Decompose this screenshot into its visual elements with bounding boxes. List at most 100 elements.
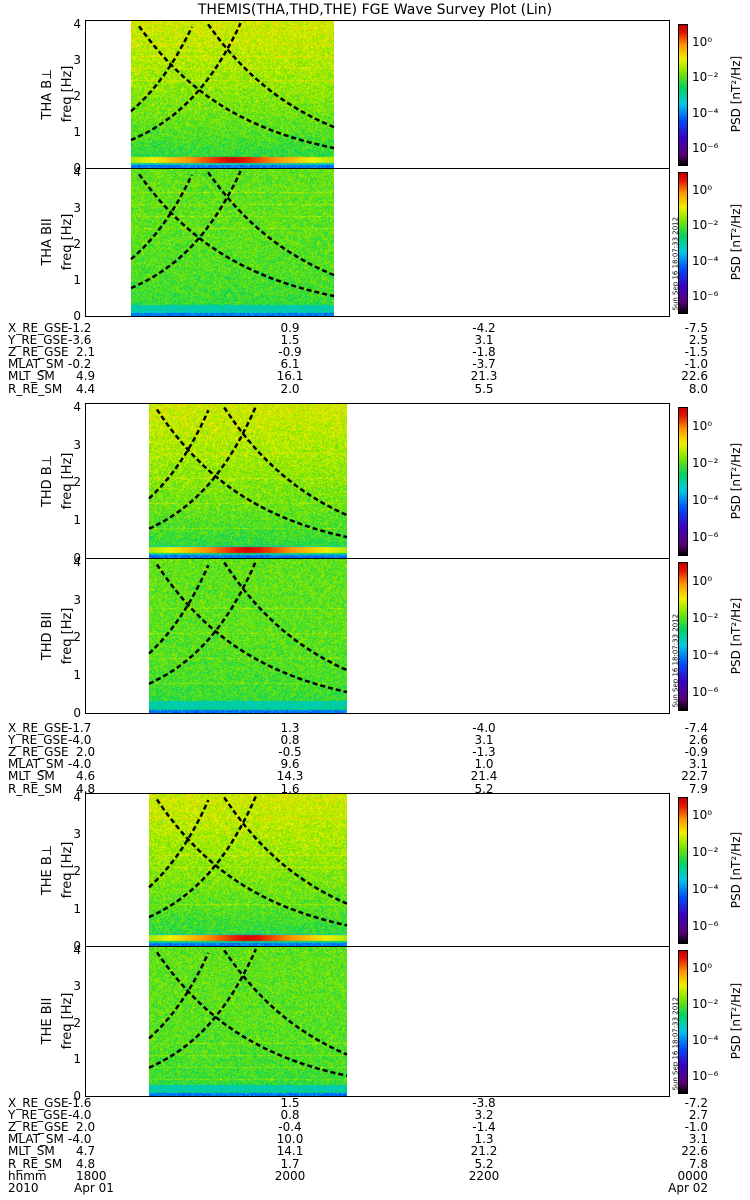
orbit-row-value: 1.5 (280, 333, 300, 348)
orbit-row-label: MLAT_SM (8, 357, 64, 372)
colorbar-tick-label: 10⁻⁴ (692, 881, 719, 896)
y-tick-label: 2 (73, 864, 81, 879)
orbit-row: MLAT_SM -4.0 9.6 1.0 3.1 (8, 758, 708, 770)
orbit-row-value: 1800 (76, 1168, 107, 1183)
orbit-row-label: Z_RE_GSE (8, 745, 69, 760)
orbit-row-value: 2.7 (688, 1108, 708, 1123)
y-tick-label: 0 (73, 1089, 81, 1103)
gyro-curve-fce-descending (138, 25, 335, 150)
orbit-row-value: -0.4 (278, 1120, 302, 1135)
spectrogram-panel-6 (85, 946, 670, 1097)
orbit-row-value: Apr 01 (74, 1180, 114, 1195)
orbit-row-value: 1.0 (474, 757, 494, 772)
gyrofrequency-curves (148, 405, 348, 539)
orbit-row-value: 3.1 (688, 757, 708, 772)
colorbar-tick-label: 10⁻⁶ (692, 685, 719, 700)
gyro-curve-harmonic-ascending (130, 174, 194, 261)
colorbar (678, 950, 688, 1094)
colorbar-title: PSD [nT²/Hz] (729, 203, 743, 281)
orbit-row: MLT_SM 4.6 14.3 21.4 22.7 (8, 770, 708, 782)
y-tick-label: 4 (73, 16, 81, 31)
orbit-row-value: 1.7 (280, 1156, 300, 1171)
plot-title: THEMIS(THA,THD,THE) FGE Wave Survey Plot… (197, 2, 553, 18)
orbit-row-value: 2200 (468, 1168, 500, 1183)
orbit-row-value: 3.1 (688, 1132, 708, 1147)
y-axis-label: freq [Hz] (60, 452, 75, 509)
spectrogram-image (149, 404, 347, 558)
orbit-row-label: MLT_SM (8, 369, 55, 384)
orbit-row-value: -1.2 (68, 321, 92, 335)
orbit-row-value: 7.8 (688, 1156, 708, 1171)
y-tick-label: 4 (73, 164, 81, 179)
colorbar (678, 562, 688, 711)
spectrogram-panel-5 (85, 793, 670, 947)
colorbar-title: PSD [nT²/Hz] (729, 442, 743, 519)
orbit-row-value: 4.8 (76, 781, 96, 796)
orbit-row-value: 3.1 (474, 733, 494, 748)
orbit-row-value: 14.1 (276, 1144, 304, 1159)
orbit-row-value: 4.8 (76, 1156, 96, 1171)
gyro-curve-fce-descending (155, 798, 348, 927)
colorbar-tick-label: 10⁻² (692, 455, 719, 470)
colorbar-tick-label: 10⁻⁶ (692, 141, 719, 156)
colorbar-tick-label: 10⁻⁶ (692, 918, 719, 933)
orbit-row-label: R_RE_SM (8, 381, 63, 396)
colorbar-title: PSD [nT²/Hz] (729, 982, 743, 1060)
orbit-row-value: -1.0 (684, 1120, 708, 1135)
orbit-row-value: -7.4 (684, 721, 708, 735)
orbit-row-value: -1.5 (684, 345, 708, 360)
colorbar-title: PSD [nT²/Hz] (729, 831, 743, 908)
y-tick-label: 4 (73, 554, 81, 569)
orbit-row-label: R_RE_SM (8, 1156, 63, 1171)
colorbar-tick-label: 10⁻² (692, 610, 719, 625)
y-axis-label: freq [Hz] (60, 992, 75, 1050)
orbit-row-value: 1.6 (280, 781, 300, 796)
spectrogram-panel-4 (85, 558, 670, 714)
gyro-curve-harmonic-ascending (148, 799, 210, 889)
y-tick-label: 1 (73, 668, 81, 683)
colorbar-tick-label: 10⁻² (692, 70, 719, 85)
timestamp-stamp: Sun Sep 16 18:07:33 2012 (671, 216, 680, 311)
colorbar (678, 407, 688, 556)
panel-label: THA BII (40, 218, 55, 266)
spectrogram-image (131, 21, 334, 168)
orbit-row-value: -4.2 (472, 321, 496, 335)
colorbar-tick-label: 10⁻⁴ (692, 1033, 719, 1047)
orbit-row-label: X_RE_GSE (8, 1096, 69, 1110)
orbit-row: 2010 Apr 01 Apr 02 (8, 1182, 708, 1194)
orbit-row-value: -1.7 (68, 721, 92, 735)
orbit-row-label: Z_RE_GSE (8, 1120, 69, 1135)
spectrogram-panel-3 (85, 403, 670, 559)
y-tick-label: 4 (73, 399, 81, 414)
orbit-row-value: -4.0 (68, 1132, 92, 1147)
colorbar-tick-label: 10⁻⁶ (692, 530, 719, 545)
colorbar-tick-label: 10⁰ (692, 418, 713, 433)
gyro-curve-fce-ascending (148, 948, 258, 1069)
orbit-row-value: -0.2 (68, 357, 92, 372)
orbit-row-value: -3.8 (472, 1096, 496, 1110)
y-tick-label: 3 (73, 827, 81, 842)
orbit-row-value: 4.9 (76, 369, 96, 384)
y-tick-label: 3 (73, 592, 81, 607)
gyro-curve-fce-descending (138, 173, 335, 298)
y-tick-label: 2 (73, 630, 81, 645)
orbit-row-value: Apr 02 (668, 1180, 708, 1195)
orbit-row-label: X_RE_GSE (8, 321, 69, 335)
y-tick-label: 1 (73, 1052, 81, 1067)
orbit-row-value: 4.6 (76, 769, 96, 784)
gyrofrequency-curves (148, 948, 348, 1078)
orbit-row-value: 2.6 (688, 733, 708, 748)
orbit-row-label: Z_RE_GSE (8, 345, 69, 360)
orbit-row-value: 22.6 (681, 369, 708, 384)
colorbar (678, 797, 688, 944)
gyro-curve-fce-ascending (148, 795, 258, 919)
y-tick-label: 1 (73, 513, 81, 528)
orbit-row-label: X_RE_GSE (8, 721, 69, 735)
orbit-row: Y_RE_GSE -4.0 0.8 3.2 2.7 (8, 1109, 708, 1121)
y-axis-label: freq [Hz] (60, 841, 75, 898)
colorbar-title: PSD [nT²/Hz] (729, 597, 743, 674)
colorbar-tick-label: 10⁰ (692, 34, 713, 49)
orbit-row: Y_RE_GSE -4.0 0.8 3.1 2.6 (8, 734, 708, 746)
orbit-row-value: 22.6 (681, 1144, 708, 1159)
orbit-row-value: 4.4 (76, 381, 96, 396)
